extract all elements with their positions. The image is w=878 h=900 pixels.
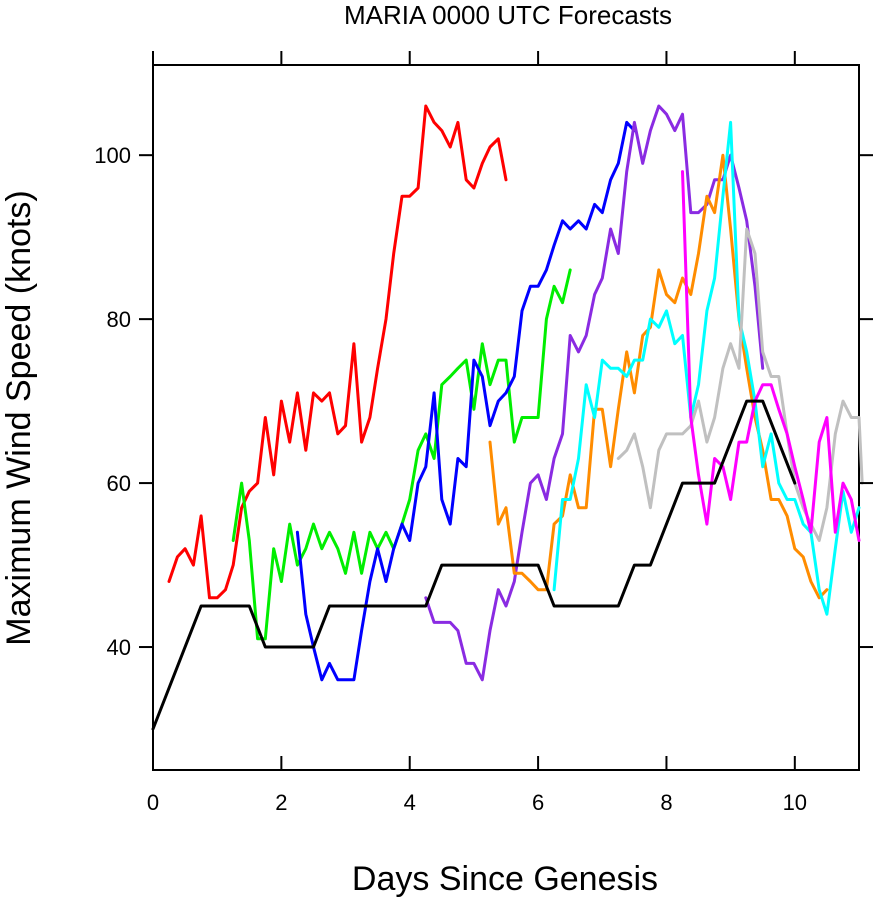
chart-title: MARIA 0000 UTC Forecasts xyxy=(344,0,672,30)
series-lines xyxy=(151,104,864,731)
series-line-8 xyxy=(681,170,861,542)
y-axis-label: Maximum Wind Speed (knots) xyxy=(0,190,38,645)
x-tick-label: 8 xyxy=(660,790,672,815)
x-tick-label: 4 xyxy=(404,790,416,815)
x-tick-label: 2 xyxy=(275,790,287,815)
x-tick-label: 0 xyxy=(147,790,159,815)
x-tick-label: 6 xyxy=(532,790,544,815)
x-tick-label: 10 xyxy=(783,790,807,815)
y-axis: 40 60 80 100 xyxy=(94,143,873,660)
y-tick-label: 80 xyxy=(107,307,131,332)
y-tick-label: 100 xyxy=(94,143,131,168)
series-line-9 xyxy=(151,399,797,731)
series-line-1 xyxy=(167,104,508,600)
series-line-6 xyxy=(552,120,861,616)
x-axis-label: Days Since Genesis xyxy=(352,860,658,898)
series-line-3 xyxy=(295,120,636,682)
x-axis: 0 2 4 6 8 10 xyxy=(147,51,807,815)
y-tick-label: 40 xyxy=(107,635,131,660)
series-line-7 xyxy=(616,227,864,542)
y-tick-label: 60 xyxy=(107,471,131,496)
